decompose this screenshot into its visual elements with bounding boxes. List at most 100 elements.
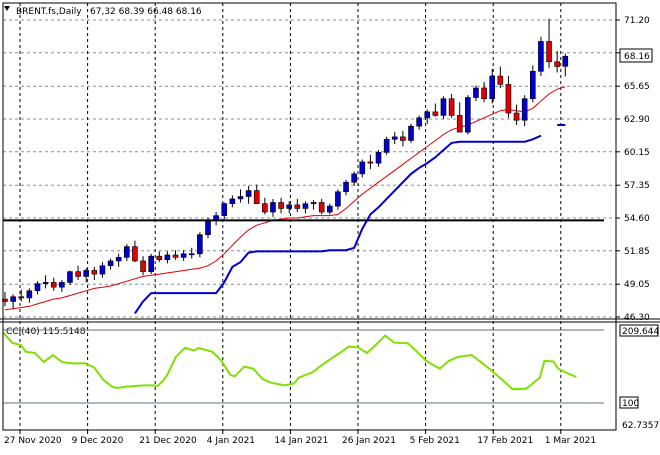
- cci-line: [2, 331, 577, 391]
- candle: [262, 197, 268, 215]
- candle: [253, 184, 260, 204]
- candle-body: [408, 125, 414, 141]
- candle: [229, 195, 236, 208]
- candle: [529, 65, 536, 103]
- symbol-label: BRENT.fs,Daily: [16, 7, 82, 17]
- candle-body: [229, 198, 236, 204]
- time-axis: 27 Nov 2020 9 Dec 2020 21 Dec 2020 4 Jan 20…: [4, 430, 596, 446]
- candle: [432, 103, 439, 117]
- candle-body: [237, 196, 244, 200]
- candle: [156, 251, 163, 263]
- ma-blue-line: [134, 124, 566, 314]
- candle-body: [465, 97, 471, 133]
- candle-body: [440, 98, 447, 116]
- candle-body: [367, 161, 374, 164]
- candle: [34, 281, 41, 295]
- candle-body: [538, 41, 544, 72]
- candle-body: [416, 117, 422, 127]
- price-tick-label: 54.60: [624, 214, 650, 224]
- candle-body: [359, 161, 366, 175]
- ohlc-readout: 67,32 68.39 66.48 68.16: [90, 7, 202, 17]
- candle-body: [473, 87, 479, 98]
- price-tick-label: 71.20: [624, 16, 650, 26]
- candle: [26, 288, 33, 303]
- candle-body: [188, 253, 195, 256]
- candle: [359, 159, 366, 178]
- candle-body: [132, 246, 138, 262]
- candle: [367, 154, 374, 170]
- cci-series: [2, 331, 577, 391]
- candle-body: [107, 260, 114, 267]
- time-tick-label: 1 Mar 2021: [545, 436, 596, 446]
- candle: [343, 179, 349, 196]
- candle-body: [505, 84, 512, 114]
- candle: [310, 200, 317, 210]
- cci-indicator-label: CCI(40) 115.5148: [6, 327, 86, 337]
- candle: [513, 104, 520, 125]
- candle-body: [302, 203, 309, 209]
- candle-body: [18, 296, 25, 299]
- cci-100-level-label: 100: [622, 399, 639, 409]
- candle-body: [205, 220, 211, 235]
- candle-body: [148, 255, 154, 272]
- candle-body: [521, 98, 528, 121]
- candle: [245, 185, 252, 204]
- candle: [318, 198, 325, 215]
- candle: [416, 115, 422, 130]
- time-tick-label: 5 Feb 2021: [410, 436, 460, 446]
- candle: [383, 136, 390, 155]
- candle: [335, 189, 341, 210]
- current-price-box: [619, 48, 653, 63]
- candle: [197, 232, 203, 258]
- candle: [473, 85, 479, 102]
- candle: [489, 68, 496, 104]
- candles-layer: [2, 18, 569, 309]
- candle-body: [140, 260, 146, 272]
- candle-body: [513, 112, 520, 121]
- candle-body: [67, 271, 73, 283]
- candle-body: [115, 257, 122, 262]
- candle: [302, 201, 309, 214]
- candle-body: [270, 202, 276, 213]
- price-tick-label: 49.05: [624, 280, 650, 290]
- candle: [286, 201, 293, 214]
- ma-red-segment: [4, 86, 566, 311]
- candle: [538, 36, 544, 77]
- chart-collapse-triangle-icon[interactable]: [4, 6, 10, 11]
- price-tick-label: 60.15: [624, 148, 650, 158]
- candle-body: [375, 152, 382, 164]
- candle: [400, 130, 406, 147]
- candle: [188, 247, 195, 259]
- candle-body: [497, 75, 504, 85]
- candle-body: [481, 87, 487, 100]
- candle-body: [221, 203, 228, 216]
- price-tick-label: 51.85: [624, 247, 650, 257]
- candle: [75, 265, 81, 281]
- candle: [10, 294, 16, 309]
- candle: [554, 51, 560, 73]
- ma-red-line: [4, 86, 566, 311]
- candle-body: [99, 265, 106, 275]
- candle-body: [164, 254, 171, 261]
- candle: [375, 150, 382, 167]
- candle-body: [310, 202, 317, 204]
- candle-body: [326, 205, 333, 213]
- cci-bottom-level-label: 62.7357: [622, 421, 659, 431]
- candle-body: [10, 296, 16, 302]
- candle-body: [424, 111, 431, 119]
- candle: [546, 18, 552, 68]
- candle: [351, 171, 357, 186]
- candle-body: [34, 283, 41, 292]
- candle-body: [124, 246, 130, 258]
- time-tick-label: 9 Dec 2020: [72, 436, 124, 446]
- candle: [270, 198, 276, 217]
- time-tick-label: 4 Jan 2021: [207, 436, 255, 446]
- candle-body: [245, 190, 252, 197]
- candle: [278, 197, 284, 214]
- candle: [42, 275, 49, 289]
- candle: [115, 253, 122, 267]
- candle: [562, 53, 569, 77]
